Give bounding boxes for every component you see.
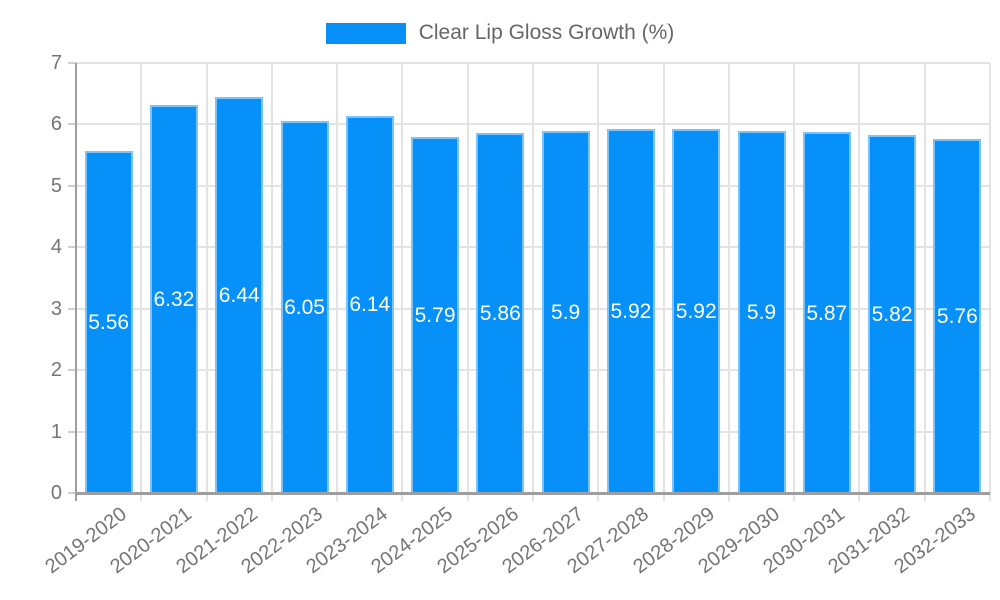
bar-value-label: 6.32 [153,287,195,311]
bar[interactable]: 5.79 [411,137,460,493]
bar[interactable]: 5.56 [84,151,133,493]
y-axis-tick [68,369,76,372]
bar-value-label: 5.9 [551,300,581,324]
y-axis-line [75,63,77,501]
bar[interactable]: 5.87 [802,132,851,493]
bar[interactable]: 6.14 [345,115,394,493]
bar[interactable]: 6.44 [215,97,264,493]
y-axis-tick [68,307,76,310]
x-axis-line [76,492,990,495]
y-tick-label: 0 [50,482,62,504]
bar-value-label: 5.82 [871,303,913,327]
y-axis-tick [68,430,76,433]
legend-swatch [325,22,406,44]
gridline-vertical [858,63,861,501]
gridline-vertical [923,63,926,501]
bar[interactable]: 5.92 [606,129,655,493]
y-axis-tick [68,492,76,494]
y-axis-tick [68,184,76,187]
bar[interactable]: 5.9 [737,130,786,493]
gridline-vertical [205,63,208,501]
y-tick-label: 3 [50,297,62,320]
bar-value-label: 6.14 [349,293,391,317]
bar-value-label: 6.05 [284,296,325,320]
gridline-vertical [793,63,796,501]
y-axis-tick [68,123,76,126]
bar[interactable]: 5.92 [672,129,721,493]
bar[interactable]: 5.86 [476,133,525,493]
bar-value-label: 5.76 [936,305,978,329]
bar[interactable]: 6.32 [149,104,198,493]
y-axis-tick [68,62,76,64]
gridline-vertical [401,63,404,501]
y-axis-tick [68,246,76,249]
y-tick-label: 7 [50,52,62,74]
y-tick-label: 4 [50,236,62,259]
bar-value-label: 5.9 [746,300,777,324]
bar[interactable]: 5.76 [933,139,982,493]
bar-value-label: 5.87 [806,301,848,325]
gridline-vertical [532,63,534,501]
bar-value-label: 6.44 [218,284,260,308]
legend[interactable]: Clear Lip Gloss Growth (%) [0,20,1000,46]
gridline-vertical [140,63,143,501]
gridline-vertical [270,63,273,501]
bar[interactable]: 6.05 [280,121,329,493]
bar-value-label: 5.92 [675,300,717,324]
gridline-vertical [466,63,469,501]
gridline-vertical [597,63,600,501]
bar[interactable]: 5.82 [868,135,917,493]
y-tick-label: 2 [50,359,62,382]
gridline-vertical [727,63,730,501]
y-tick-label: 1 [50,420,62,443]
y-tick-label: 6 [50,113,62,136]
y-tick-label: 5 [50,174,62,197]
bar-value-label: 5.79 [414,304,456,328]
legend-label: Clear Lip Gloss Growth (%) [418,21,675,44]
gridline-vertical [989,63,991,501]
bar-value-label: 5.56 [88,311,130,335]
bar-value-label: 5.86 [479,302,521,325]
gridline-vertical [336,63,339,501]
gridline-vertical [662,63,665,501]
bar-value-label: 5.92 [610,300,652,324]
bar[interactable]: 5.9 [541,130,590,493]
